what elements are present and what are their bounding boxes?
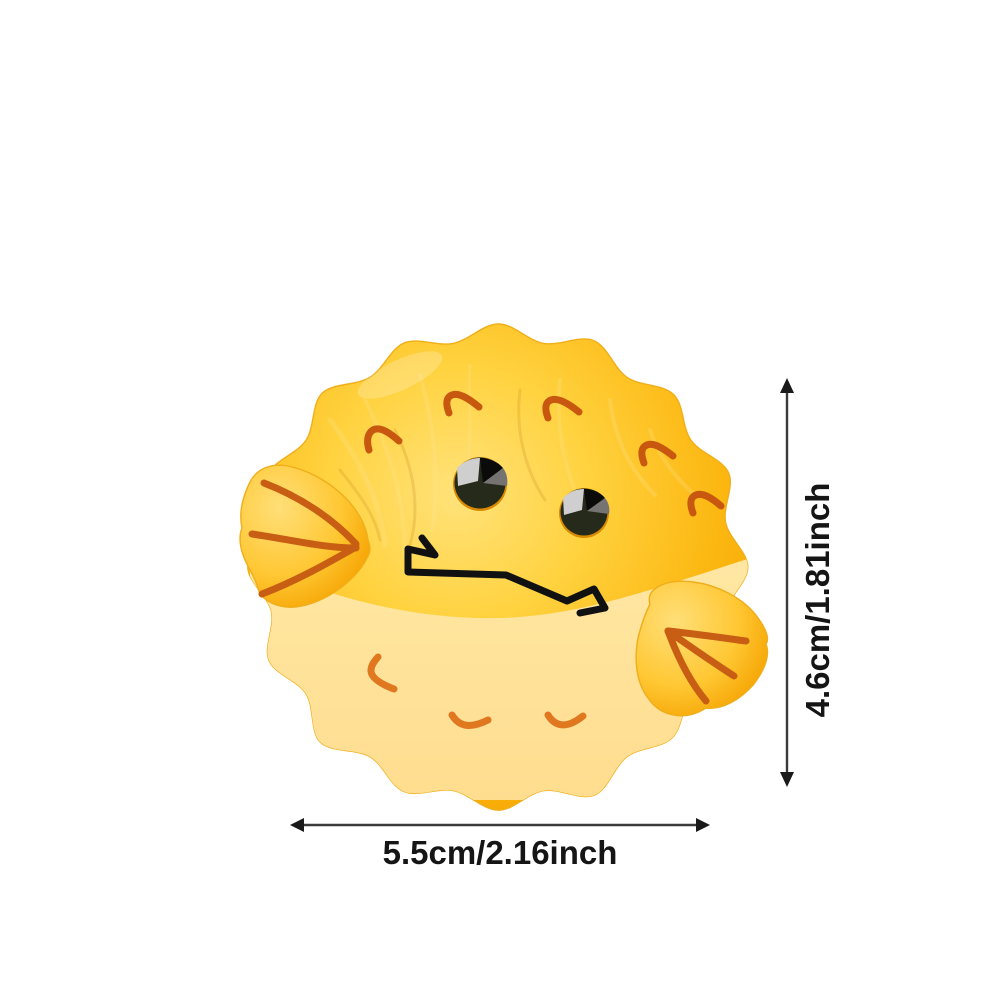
svg-text:4.6cm/1.81inch: 4.6cm/1.81inch xyxy=(799,483,836,718)
svg-text:5.5cm/2.16inch: 5.5cm/2.16inch xyxy=(383,834,618,871)
